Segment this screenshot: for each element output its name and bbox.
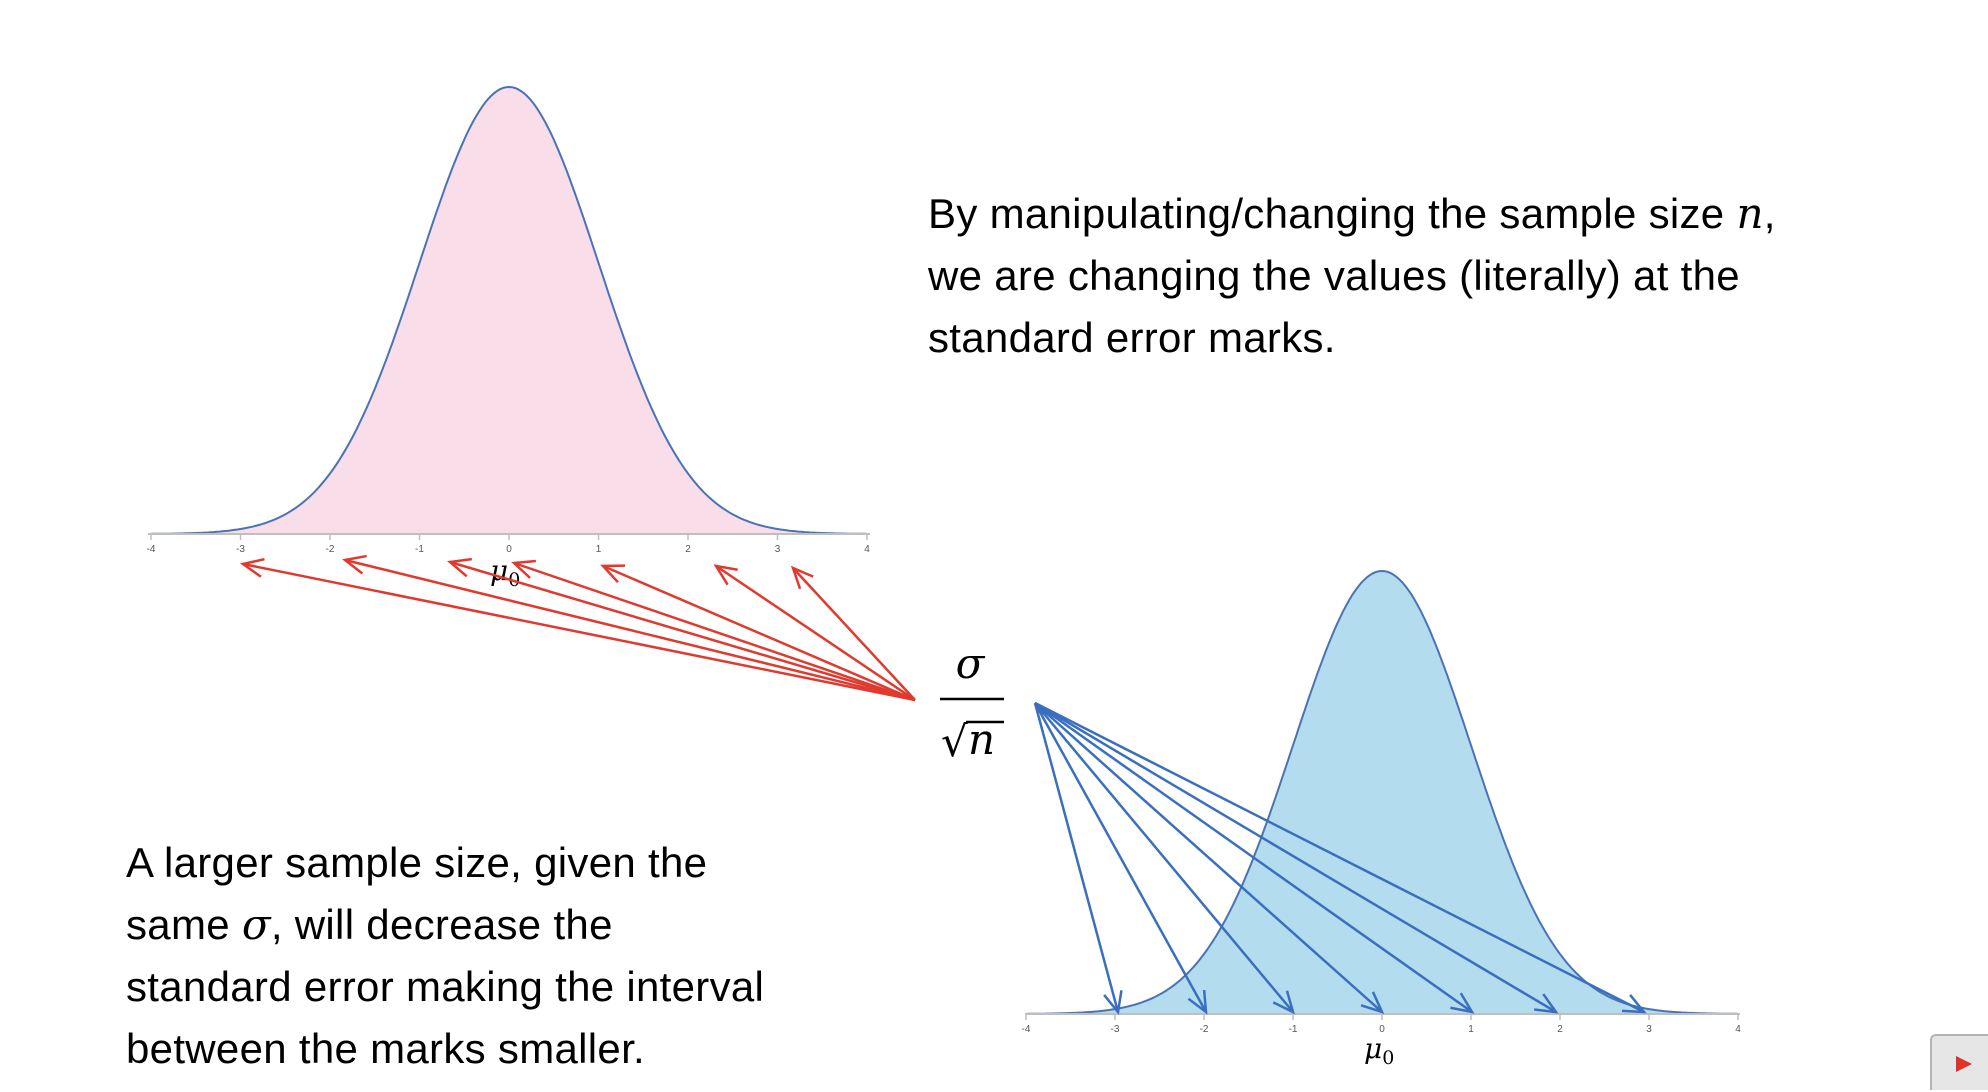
top-axis-ticks: -4 -3 -2 -1 0 1 2 3 4 [147,534,870,555]
blue-standard-error-arrow-head [1187,989,1208,1015]
top-line-1-comma: , [1763,190,1776,237]
bottom-paragraph: A larger sample size, given the same σ, … [126,832,764,1080]
bottom-paragraph-line-3: standard error making the interval [126,963,765,1010]
top-axis-tick-label: -4 [147,544,156,555]
red-standard-error-arrow-head [790,565,814,590]
bottom-curve-line [1025,569,1739,1015]
blue-standard-error-arrow [1033,702,1208,1013]
top-standard-error-arrows [239,554,916,702]
blue-standard-error-arrow-head [1272,990,1295,1015]
bottom-axis-tick-label: -1 [1289,1024,1298,1035]
top-paragraph: By manipulating/changing the sample size… [928,183,1776,369]
top-paragraph-line-1: By manipulating/changing the sample size… [928,183,1776,245]
bottom-mean-label: μ0 [1364,1032,1394,1069]
blue-standard-error-arrow [1034,701,1557,1014]
bottom-mean-sub: 0 [1382,1047,1394,1069]
top-paragraph-line-2: we are changing the values (literally) a… [928,252,1740,299]
bottom-axis-tick-label: 1 [1468,1024,1474,1035]
bottom-paragraph-line-2: same σ, will decrease the [126,894,764,956]
red-standard-error-arrow-head [600,564,626,584]
bottom-axis-tick-label: -4 [1022,1024,1031,1035]
red-standard-error-arrow-head [239,557,265,578]
top-mean-label: μ0 [490,554,520,591]
bottom-axis-tick-label: -2 [1200,1024,1209,1035]
red-standard-error-arrow [513,561,916,702]
bottom-axis-ticks: -4 -3 -2 -1 0 1 2 3 4 [1022,1014,1741,1035]
bottom-axis-tick-label: 3 [1646,1024,1652,1035]
sample-size-symbol: n [1736,189,1764,238]
play-icon [1956,1056,1972,1072]
top-paragraph-line-3: standard error marks. [928,314,1336,361]
top-axis-tick-label: -2 [326,544,335,555]
top-axis-tick-label: 4 [864,544,870,555]
blue-standard-error-arrow-head [1360,991,1385,1015]
bottom-axis-tick-label: 0 [1379,1024,1385,1035]
red-standard-error-arrow [602,564,916,702]
formula-radical: √ [941,717,968,766]
top-distribution: -4 -3 -2 -1 0 1 2 3 4 μ0 [147,85,916,702]
blue-standard-error-arrow [1034,701,1645,1014]
top-curve-fill [151,87,867,534]
blue-standard-error-arrow [1034,702,1383,1013]
top-axis-tick-label: -1 [415,544,424,555]
blue-standard-error-arrow-head [1621,994,1647,1014]
bottom-standard-error-arrows [1033,701,1647,1015]
top-axis-tick-label: 1 [596,544,602,555]
bottom-line-2-text: same [126,901,242,948]
bottom-line-2-rest: , will decrease the [270,901,613,948]
bottom-curve-fill [1026,571,1738,1014]
blue-standard-error-arrow [1033,702,1120,1013]
blue-standard-error-arrow [1034,701,1473,1014]
blue-standard-error-arrow [1034,702,1294,1013]
blue-standard-error-arrow-head [1534,993,1559,1014]
top-axis-tick-label: 0 [506,544,512,555]
bottom-axis-tick-label: 2 [1557,1024,1563,1035]
red-standard-error-arrow-head [511,559,537,579]
top-axis-tick-label: -3 [236,544,245,555]
top-curve-line [150,85,868,535]
bottom-paragraph-line-4: between the marks smaller. [126,1025,646,1072]
blue-standard-error-arrow-head [1103,990,1123,1015]
top-axis-tick-label: 2 [685,544,691,555]
top-mean-mu: μ [490,554,508,587]
video-play-button[interactable] [1930,1034,1988,1090]
red-standard-error-arrow-head [447,557,472,578]
red-standard-error-arrow-head [713,564,738,586]
formula-radicand: n [968,715,995,764]
red-standard-error-arrow [715,564,916,702]
red-standard-error-arrow [792,567,916,701]
red-standard-error-arrow [344,558,916,702]
standard-error-formula: σ √ n [940,639,1004,766]
blue-standard-error-arrow-head [1450,992,1475,1014]
bottom-axis-tick-label: 4 [1735,1024,1741,1035]
top-line-1-text: By manipulating/changing the sample size [928,190,1737,237]
bottom-mean-mu: μ [1364,1032,1382,1065]
red-standard-error-arrow [449,560,916,702]
red-standard-error-arrow [242,562,916,702]
top-axis-tick-label: 3 [775,544,781,555]
sigma-symbol: σ [241,900,271,949]
red-standard-error-arrow-head [342,554,367,575]
formula-numerator: σ [956,639,986,688]
bottom-distribution: -4 -3 -2 -1 0 1 2 3 4 μ0 [1022,569,1741,1069]
bottom-axis-tick-label: -3 [1111,1024,1120,1035]
bottom-paragraph-line-1: A larger sample size, given the [126,839,708,886]
